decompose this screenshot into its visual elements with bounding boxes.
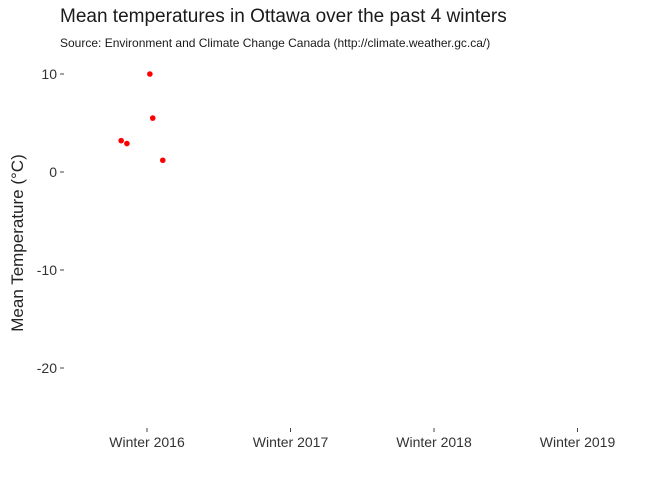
x-tick-label: Winter 2017 <box>253 434 329 450</box>
data-point <box>118 137 124 144</box>
x-tick-label: Winter 2016 <box>109 434 185 450</box>
chart-subtitle: Source: Environment and Climate Change C… <box>60 36 491 50</box>
data-point <box>159 157 166 164</box>
y-axis-title: Mean Temperature (°C) <box>8 154 27 332</box>
y-tick-label: 10 <box>41 66 57 82</box>
x-tick-label: Winter 2019 <box>540 434 616 450</box>
y-tick-label: -10 <box>37 262 57 278</box>
x-tick-label: Winter 2018 <box>396 434 472 450</box>
data-point <box>149 115 156 121</box>
data-point <box>124 140 130 147</box>
y-tick-label: -20 <box>37 360 57 376</box>
y-tick-label: 0 <box>49 164 57 180</box>
chart-title: Mean temperatures in Ottawa over the pas… <box>60 6 507 27</box>
data-point <box>147 71 153 77</box>
